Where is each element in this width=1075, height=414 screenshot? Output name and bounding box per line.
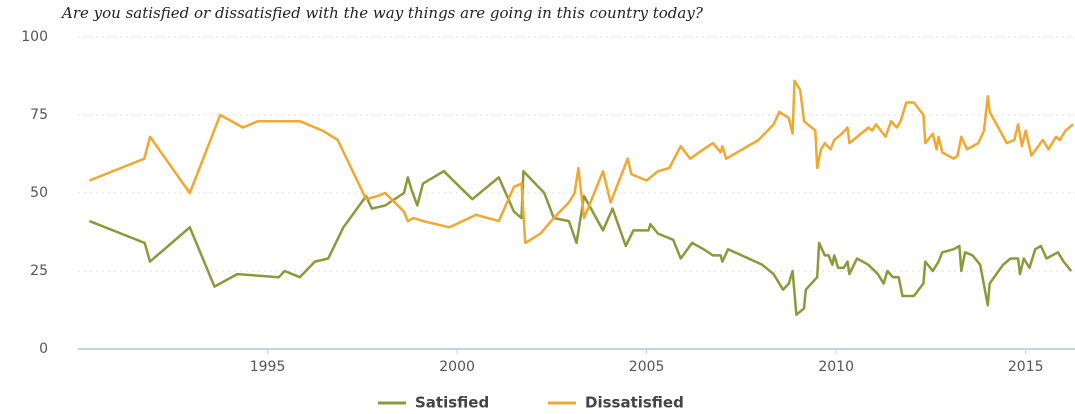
legend-label: Dissatisfied [585, 394, 684, 412]
y-tick-label: 100 [21, 29, 48, 45]
legend-label: Satisfied [415, 394, 489, 412]
y-tick-label: 0 [39, 341, 48, 357]
x-tick-label: 1995 [250, 359, 286, 375]
x-tick-label: 2015 [1008, 359, 1044, 375]
series-line [88, 169, 1073, 316]
y-tick-label: 50 [30, 185, 48, 201]
y-tick-label: 25 [30, 263, 48, 279]
chart-title: Are you satisfied or dissatisfied with t… [60, 4, 704, 22]
x-tick-label: 2000 [439, 359, 475, 375]
series-line [88, 79, 1074, 245]
x-tick-label: 2010 [818, 359, 854, 375]
y-tick-label: 75 [30, 107, 48, 123]
x-tick-label: 2005 [629, 359, 665, 375]
